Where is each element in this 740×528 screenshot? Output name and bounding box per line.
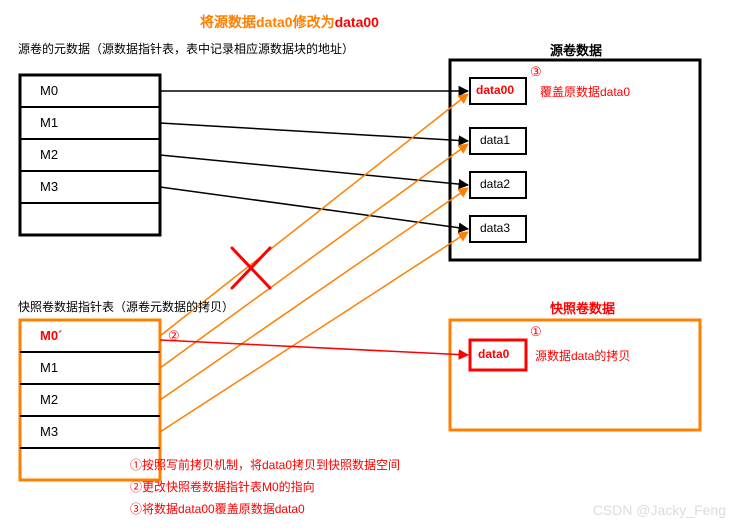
rb-note: 源数据data的拷贝 [535,347,630,364]
left-bottom-header: 快照卷数据指针表（源卷元数据的拷贝） [18,298,234,315]
note-3: ③将数据data00覆盖原数据data0 [130,500,305,517]
circ-3: ③ [530,64,542,79]
lb-row-0: M0´ [40,328,62,343]
lb-row-1: M1 [40,360,58,375]
watermark: CSDN @Jacky_Feng [593,502,726,518]
title-emph: data00 [335,14,379,30]
right-bottom-header: 快照卷数据 [550,298,615,317]
circ-1: ① [530,324,542,339]
rt-note: 覆盖原数据data0 [540,83,630,100]
lb-row-2: M2 [40,392,58,407]
right-top-header: 源卷数据 [550,40,602,59]
lt-row-0: M0 [40,83,58,98]
arrows-top [160,91,468,229]
arrow-m0prime [160,340,468,355]
diagram-canvas: ③ ① ② [0,0,740,528]
rt-item-3: data3 [480,221,510,235]
right-bottom-container [450,320,700,430]
circ-2: ② [168,328,180,343]
svg-text:①: ① [530,324,542,339]
arrows-bottom-orange [160,94,468,432]
lt-row-3: M3 [40,179,58,194]
left-top-header: 源卷的元数据（源数据指针表，表中记录相应源数据块的地址） [18,40,354,57]
lt-row-2: M2 [40,147,58,162]
rt-item-0: data00 [476,83,514,97]
svg-text:②: ② [168,328,180,343]
rt-item-2: data2 [480,177,510,191]
title: 将源数据data0修改为data00 [200,12,379,32]
rt-item-1: data1 [480,133,510,147]
svg-text:③: ③ [530,64,542,79]
note-1: ①按照写前拷贝机制，将data0拷贝到快照数据空间 [130,456,400,473]
rb-item: data0 [478,347,509,361]
lb-row-3: M3 [40,424,58,439]
title-prefix: 将源数据data0修改为 [200,14,335,30]
cross-mark [232,248,270,288]
note-2: ②更改快照卷数据指针表M0的指向 [130,478,315,495]
lt-row-1: M1 [40,115,58,130]
